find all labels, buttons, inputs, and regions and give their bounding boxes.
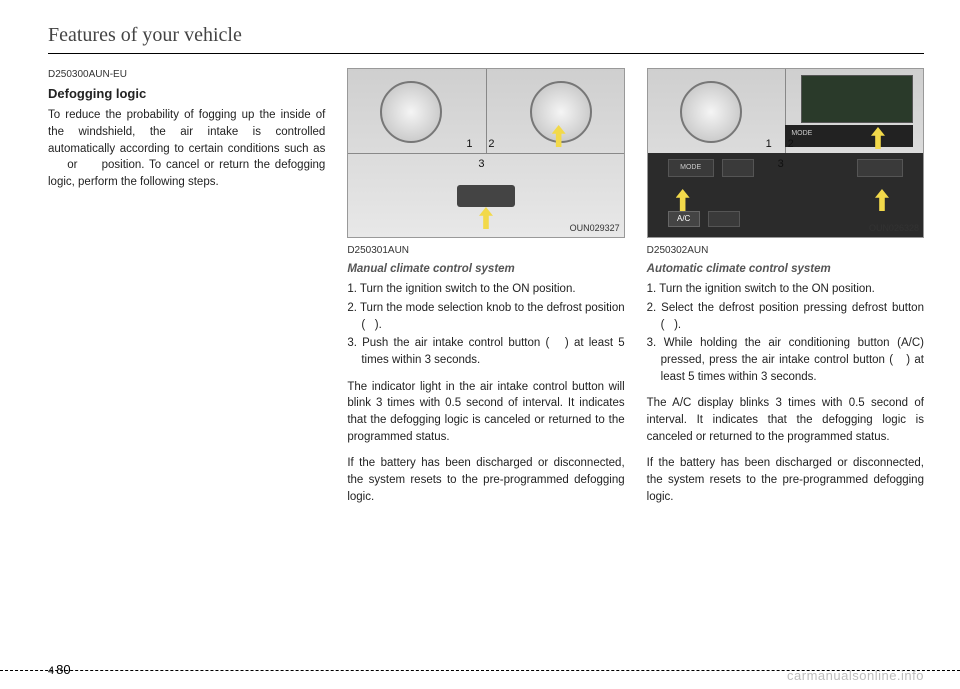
column-1: D250300AUN-EU Defogging logic To reduce … (48, 68, 325, 515)
column-3: MODE MODE A/C 1 2 3 OUN026328 D250302AUN (647, 68, 924, 515)
paragraph: The A/C display blinks 3 times with 0.5 … (647, 395, 924, 445)
list-item: 1. Turn the ignition switch to the ON po… (347, 281, 624, 298)
section-code: D250301AUN (347, 244, 624, 259)
rear-defrost-button-icon (708, 211, 740, 227)
figure-automatic: MODE MODE A/C 1 2 3 OUN026328 (647, 68, 924, 238)
figure-code: OUN026328 (869, 222, 919, 235)
page-number: 480 (48, 662, 71, 677)
intake-button-icon (457, 185, 515, 207)
callout-2: 2 (488, 137, 494, 153)
figure-divider-horizontal (348, 153, 623, 154)
figure-divider-vertical (486, 69, 487, 153)
section-subhead: Automatic climate control system (647, 261, 924, 278)
paragraph: If the battery has been discharged or di… (347, 455, 624, 505)
lcd-display-icon (801, 75, 913, 123)
arrow-up-icon (479, 207, 493, 229)
paragraph: The indicator light in the air intake co… (347, 379, 624, 446)
list-item: 2. Select the defrost position pressing … (647, 300, 924, 333)
page-number-value: 80 (56, 662, 70, 677)
mode-bar-icon: MODE (785, 125, 913, 147)
mode-label: MODE (791, 129, 812, 139)
list-item: 3. While holding the air conditioning bu… (647, 335, 924, 385)
numbered-list: 1. Turn the ignition switch to the ON po… (347, 281, 624, 368)
ac-button-icon: A/C (668, 211, 700, 227)
paragraph: If the battery has been discharged or di… (647, 455, 924, 505)
list-item: 2. Turn the mode selection knob to the d… (347, 300, 624, 333)
watermark: carmanualsonline.info (787, 668, 924, 683)
numbered-list: 1. Turn the ignition switch to the ON po… (647, 281, 924, 385)
callout-1: 1 (766, 137, 772, 153)
mode-button-icon: MODE (668, 159, 714, 177)
page: Features of your vehicle D250300AUN-EU D… (0, 0, 960, 689)
ignition-knob-icon (680, 81, 742, 143)
content-columns: D250300AUN-EU Defogging logic To reduce … (48, 68, 924, 515)
paragraph: To reduce the probability of fogging up … (48, 107, 325, 190)
section-title: Defogging logic (48, 85, 325, 104)
defrost-button-icon (722, 159, 754, 177)
section-code: D250300AUN-EU (48, 68, 325, 83)
ignition-knob-icon (380, 81, 442, 143)
callout-2: 2 (788, 137, 794, 153)
section-subhead: Manual climate control system (347, 261, 624, 278)
callout-3: 3 (778, 157, 784, 173)
intake-button-icon (857, 159, 903, 177)
page-header: Features of your vehicle (48, 24, 924, 54)
paragraph-text: To reduce the probability of fogging up … (48, 109, 325, 188)
list-item: 3. Push the air intake control button ( … (347, 335, 624, 368)
callout-3: 3 (478, 157, 484, 173)
column-2: 1 2 3 OUN029327 D250301AUN Manual climat… (347, 68, 624, 515)
arrow-up-icon (875, 189, 889, 211)
section-number: 4 (48, 665, 54, 677)
arrow-up-icon (676, 189, 690, 211)
section-code: D250302AUN (647, 244, 924, 259)
figure-code: OUN029327 (570, 222, 620, 235)
figure-manual: 1 2 3 OUN029327 (347, 68, 624, 238)
list-item: 1. Turn the ignition switch to the ON po… (647, 281, 924, 298)
callout-1: 1 (466, 137, 472, 153)
